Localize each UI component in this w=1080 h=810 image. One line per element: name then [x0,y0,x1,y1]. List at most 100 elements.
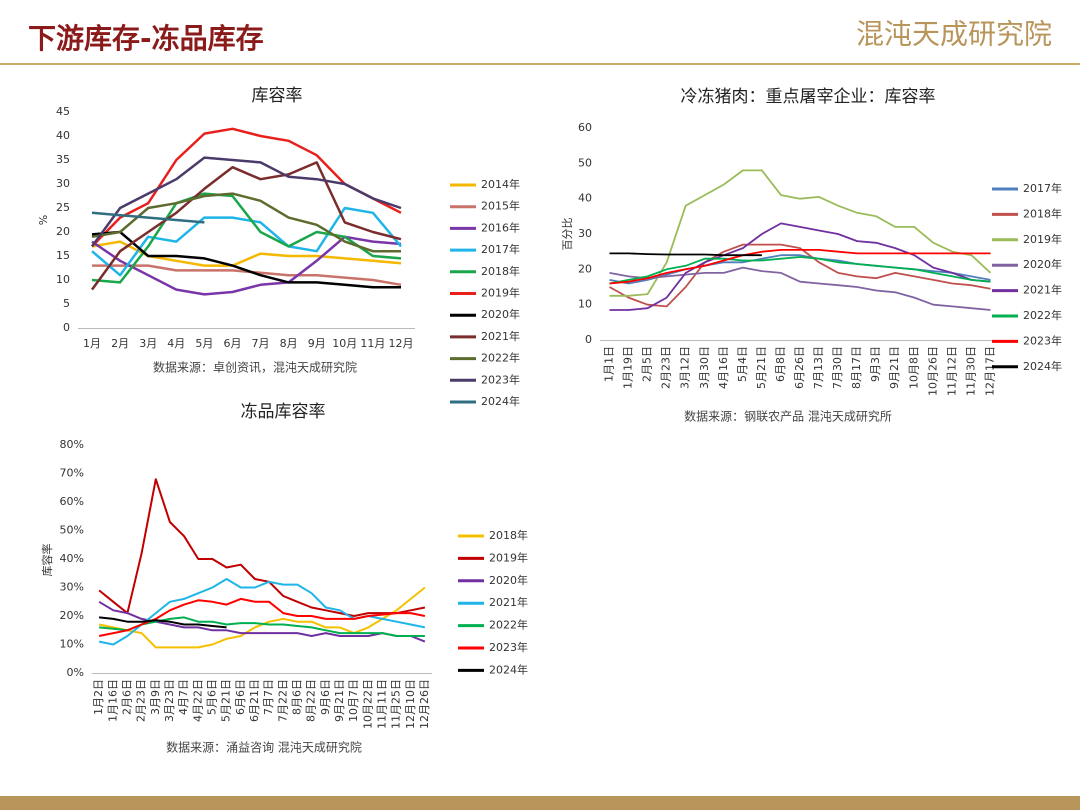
x-tick-label: 5月21日 [755,346,768,389]
x-tick-label: 10月22日 [361,679,374,729]
series-line [99,616,425,637]
x-tick-label: 3月12日 [679,346,692,389]
legend-label: 2024年 [1023,359,1062,373]
y-tick-label: 15 [56,249,70,262]
y-tick-label: 0% [67,666,84,679]
y-tick-label: 60% [60,495,84,508]
y-tick-label: 0 [63,321,70,334]
y-tick-label: 10 [56,273,70,286]
x-tick-label: 12月26日 [418,679,431,729]
x-tick-label: 4月16日 [717,346,730,389]
legend-label: 2018年 [481,264,520,278]
legend-label: 2020年 [481,307,520,321]
y-axis-label: 百分比 [561,218,574,251]
legend-label: 2019年 [1023,232,1062,246]
series-line [609,222,991,311]
y-axis-label: % [37,215,50,225]
legend-label: 2018年 [489,528,528,542]
y-tick-label: 20 [578,262,592,275]
series-line [90,161,402,291]
series-line [92,264,402,287]
legend-label: 2015年 [481,199,520,213]
x-tick-label: 10月8日 [907,346,920,389]
legend-label: 2019年 [489,550,528,564]
series-line [91,127,402,248]
series-line [98,616,227,629]
x-tick-label: 8月22日 [305,679,318,722]
x-tick-label: 2月5日 [641,346,654,382]
x-tick-label: 7月22日 [276,679,289,722]
x-tick-label: 4月22日 [191,679,204,722]
x-tick-label: 1月19日 [622,346,635,389]
x-tick-label: 12月17日 [983,346,996,396]
x-tick-label: 6月26日 [793,346,806,389]
legend-label: 2023年 [481,372,520,386]
legend-label: 2023年 [1023,333,1062,347]
chart-title: 冻品库容率 [241,402,326,422]
legend-label: 2023年 [489,640,528,654]
legend-label: 2021年 [489,595,528,609]
legend-label: 2017年 [1023,181,1062,195]
y-tick-label: 40% [60,552,84,565]
x-tick-label: 1月2日 [92,679,105,715]
source-note: 数据来源：钢联农产品 混沌天成研究所 [684,409,892,424]
legend-label: 2022年 [1023,308,1062,322]
slide-title: 下游库存-冻品库存 [28,22,264,55]
y-tick-label: 50 [578,156,592,169]
series-line [91,192,401,253]
x-tick-label: 9月21日 [333,679,346,722]
series-line [91,211,205,224]
series-line [609,249,991,285]
series-line [91,206,402,277]
legend-label: 2016年 [481,220,520,234]
x-tick-label: 7月7日 [262,679,275,715]
x-tick-label: 1月1日 [603,346,616,382]
series-line [609,266,991,311]
y-tick-label: 10% [60,638,84,651]
x-tick-label: 4月 [167,337,185,350]
legend-label: 2019年 [481,286,520,300]
x-tick-label: 9月3日 [869,346,882,382]
x-tick-label: 6月6日 [234,679,247,715]
logo: 混沌天成研究院 [856,18,1052,51]
y-tick-label: 40 [56,129,70,142]
y-tick-label: 30 [56,177,70,190]
x-tick-label: 11月11日 [375,679,388,729]
y-tick-label: 40 [578,192,592,205]
legend-label: 2021年 [1023,283,1062,297]
legend-label: 2020年 [489,573,528,587]
x-tick-label: 2月23日 [660,346,673,389]
source-note: 数据来源：涌益咨询 混沌天成研究院 [166,740,362,755]
x-tick-label: 9月21日 [888,346,901,389]
x-tick-label: 1月 [83,337,101,350]
y-axis-label: 库容率 [40,544,54,577]
x-tick-label: 7月30日 [831,346,844,389]
x-tick-label: 11月12日 [945,346,958,396]
y-tick-label: 5 [63,297,70,310]
x-tick-label: 2月23日 [135,679,148,722]
x-tick-label: 4月7日 [177,679,190,715]
x-tick-label: 5月6日 [205,679,218,715]
y-tick-label: 0 [585,333,592,346]
y-tick-label: 70% [60,467,84,480]
x-tick-label: 8月6日 [290,679,303,715]
y-tick-label: 45 [56,105,70,118]
legend-label: 2024年 [489,662,528,676]
y-tick-label: 20 [56,225,70,238]
legend-label: 2022年 [481,351,520,365]
y-tick-label: 10 [578,298,592,311]
legend-label: 2018年 [1023,206,1062,220]
y-tick-label: 50% [60,524,84,537]
x-tick-label: 12月10日 [404,679,417,729]
x-tick-label: 8月 [280,337,298,350]
footer-bar [0,796,1080,810]
x-tick-label: 3月 [139,337,157,350]
x-tick-label: 11月 [360,337,385,350]
x-tick-label: 2月6日 [120,679,133,715]
series-line [609,243,991,308]
x-tick-label: 6月 [223,337,241,350]
legend-label: 2021年 [481,329,520,343]
series-line [609,169,992,297]
x-tick-label: 9月6日 [319,679,332,715]
